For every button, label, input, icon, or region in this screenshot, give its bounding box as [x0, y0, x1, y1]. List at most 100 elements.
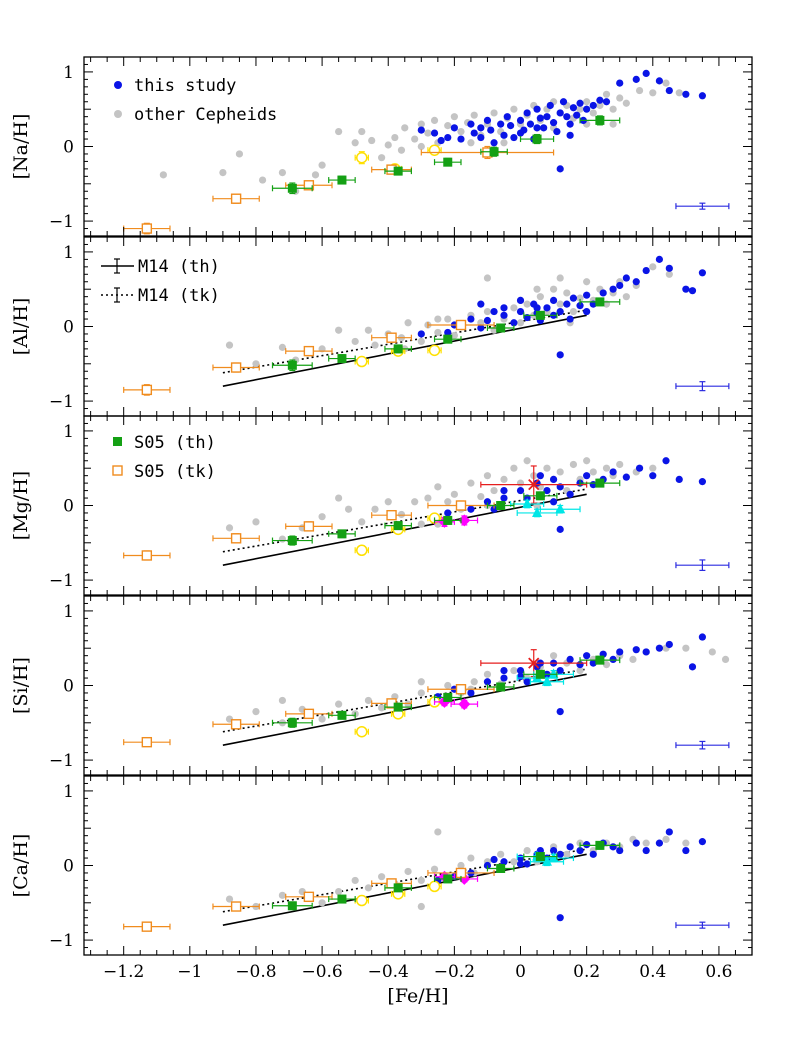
other-cepheid-point	[536, 293, 544, 301]
s05-th-point	[393, 883, 403, 893]
other-cepheid-point	[649, 89, 657, 97]
legend-this-study-label: this study	[134, 76, 236, 96]
other-cepheid-point	[434, 315, 442, 323]
other-cepheid-point	[662, 835, 670, 843]
this-study-point	[573, 111, 581, 119]
this-study-point	[662, 457, 670, 465]
other-cepheid-point	[721, 655, 730, 663]
this-study-point	[417, 330, 425, 338]
other-cepheid-point	[622, 99, 630, 107]
this-study-point	[642, 266, 650, 275]
other-cepheid-point	[500, 139, 508, 147]
y-tick-label: 0	[63, 677, 74, 697]
other-cepheid-point	[589, 109, 597, 117]
s05-th-point	[337, 354, 347, 364]
other-cepheid-point	[219, 169, 227, 177]
s05-th-point	[443, 692, 453, 702]
s05-th-point	[287, 183, 297, 193]
other-cepheid-point	[278, 343, 287, 351]
other-cepheid-point	[384, 141, 392, 149]
s05-th-point	[443, 874, 453, 884]
other-cepheid-point	[556, 468, 564, 476]
this-study-point	[477, 133, 485, 142]
other-cepheid-point	[401, 124, 409, 132]
other-cepheid-point	[549, 285, 558, 293]
other-cepheid-point	[450, 331, 458, 340]
s05-th-point	[535, 491, 545, 501]
this-study-point	[516, 307, 525, 316]
this-study-point	[566, 843, 574, 851]
panel-mgh: 1 0 −1 [Mg/H]	[10, 415, 753, 596]
other-cepheid-point	[569, 307, 578, 316]
other-cepheid-point	[364, 884, 372, 892]
this-study-point	[583, 291, 591, 299]
other-cepheid-point	[533, 285, 541, 293]
this-study-point	[487, 126, 495, 134]
other-cepheid-point	[417, 902, 425, 911]
other-cepheid-point	[583, 278, 591, 286]
this-study-point	[500, 131, 508, 139]
this-study-point	[576, 99, 584, 107]
panel-frame	[83, 775, 753, 956]
other-cepheid-point	[635, 86, 644, 95]
other-cepheid-point	[311, 171, 320, 179]
this-study-point	[569, 104, 578, 112]
s05-tk-point	[230, 362, 242, 373]
this-study-point	[563, 300, 571, 308]
this-study-point	[583, 652, 591, 660]
s05-tk-point	[303, 180, 315, 191]
this-study-point	[490, 307, 498, 316]
panel-sih: 1 0 −1 [Si/H]	[10, 595, 753, 776]
this-study-point	[698, 92, 706, 100]
y-tick-label: 0	[63, 857, 74, 877]
s05-th-point	[393, 521, 403, 531]
this-study-point	[566, 655, 574, 663]
this-study-point	[583, 105, 591, 113]
other-cepheid-point	[523, 846, 531, 855]
other-cepheid-point	[467, 854, 475, 862]
this-study-point	[583, 472, 591, 480]
this-study-point	[444, 328, 452, 337]
typical-errorbar	[675, 202, 730, 210]
other-cepheid-point	[344, 505, 353, 513]
this-study-point	[543, 486, 551, 495]
this-study-point	[450, 124, 458, 132]
x-tick-label: −0.6	[301, 962, 342, 982]
this-study-point	[583, 307, 591, 316]
s05-th-point	[535, 310, 545, 320]
other-cepheid-point	[516, 479, 525, 487]
x-tick-label: 0	[515, 962, 526, 982]
this-study-point	[642, 69, 650, 78]
other-cepheid-point	[470, 111, 478, 119]
other-cepheid-point	[682, 644, 690, 652]
typical-errorbar	[675, 559, 730, 571]
this-study-point	[609, 655, 617, 663]
other-cepheid-point	[235, 150, 244, 158]
other-cepheid-point	[364, 326, 372, 334]
y-tick-label: 1	[63, 422, 74, 442]
panel-nah: 1 0 −1 [Na/H]	[10, 56, 753, 237]
this-study-point	[642, 846, 650, 855]
this-study-point	[457, 135, 465, 143]
other-cepheid-point	[430, 116, 439, 124]
s05-th-point	[443, 157, 453, 167]
legend-this-study-marker	[114, 81, 122, 89]
this-study-point	[596, 96, 604, 104]
other-cepheid-point	[510, 858, 518, 866]
s05-th-point	[337, 529, 347, 539]
this-study-point	[632, 839, 640, 847]
this-study-point	[688, 287, 697, 295]
y-tick-label: 1	[63, 63, 74, 83]
this-study-point	[665, 264, 673, 272]
this-study-point	[622, 473, 630, 481]
this-study-point	[609, 285, 617, 293]
other-cepheid-point	[417, 142, 425, 151]
y-tick-label: −1	[49, 931, 74, 951]
other-cepheid-point	[500, 475, 508, 483]
this-study-point	[698, 478, 706, 486]
this-study-point	[516, 486, 525, 495]
this-study-point	[430, 129, 439, 137]
this-study-point	[556, 165, 564, 173]
other-cepheid-point	[159, 171, 167, 179]
other-cepheid-point	[602, 90, 611, 98]
